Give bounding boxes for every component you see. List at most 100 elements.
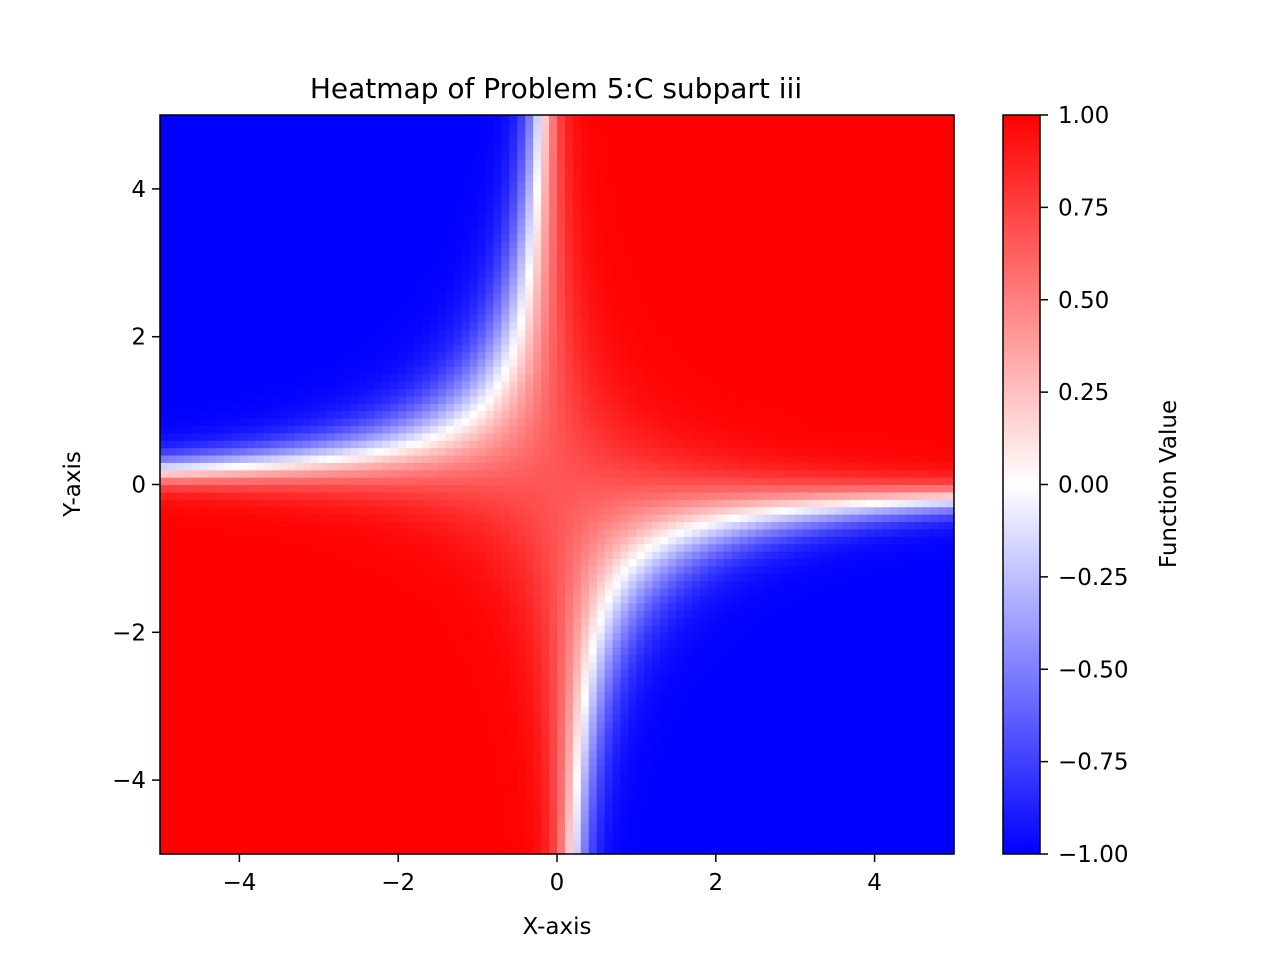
heatmap-cell (231, 469, 240, 478)
heatmap-cell (263, 647, 272, 656)
heatmap-cell (541, 255, 550, 264)
heatmap-cell (271, 802, 280, 811)
heatmap-cell (398, 351, 407, 360)
heatmap-cell (247, 809, 256, 818)
heatmap-cell (247, 624, 256, 633)
heatmap-cell (509, 824, 518, 833)
heatmap-cell (374, 484, 383, 493)
heatmap-cell (223, 654, 233, 663)
heatmap-cell (493, 573, 503, 582)
heatmap-cell (207, 174, 217, 183)
heatmap-cell (374, 632, 383, 641)
heatmap-cell (326, 292, 336, 301)
heatmap-cell (525, 381, 534, 390)
heatmap-cell (160, 469, 169, 478)
heatmap-cell (422, 462, 431, 471)
heatmap-cell (469, 225, 479, 234)
heatmap-cell (255, 144, 264, 153)
heatmap-cell (398, 772, 407, 781)
heatmap-cell (453, 388, 463, 397)
heatmap-cell (231, 669, 240, 678)
heatmap-cell (366, 514, 375, 523)
heatmap-cell (453, 225, 463, 234)
heatmap-cell (366, 824, 375, 833)
heatmap-cell (461, 824, 471, 833)
heatmap-cell (247, 595, 256, 604)
heatmap-cell (509, 358, 518, 367)
heatmap-cell (231, 698, 240, 707)
heatmap-cell (350, 203, 360, 212)
heatmap-cell (525, 817, 534, 826)
heatmap-cell (239, 255, 248, 264)
heatmap-cell (223, 240, 233, 249)
heatmap-cell (271, 203, 280, 212)
heatmap-cell (271, 846, 280, 855)
heatmap-cell (406, 491, 415, 500)
heatmap-cell (461, 794, 471, 803)
heatmap-cell (414, 794, 423, 803)
heatmap-cell (422, 336, 431, 345)
heatmap-cell (223, 447, 233, 456)
heatmap-cell (342, 824, 352, 833)
heatmap-cell (302, 624, 312, 633)
heatmap-cell (549, 706, 558, 715)
heatmap-cell (429, 632, 439, 641)
heatmap-cell (310, 580, 320, 589)
heatmap-cell (318, 351, 328, 360)
heatmap-cell (350, 166, 360, 175)
heatmap-cell (318, 425, 328, 434)
heatmap-cell (247, 831, 256, 840)
heatmap-cell (485, 403, 495, 412)
heatmap-cell (326, 321, 336, 330)
heatmap-cell (160, 757, 169, 766)
heatmap-cell (310, 713, 320, 722)
heatmap-cell (334, 373, 344, 382)
heatmap-cell (279, 691, 288, 700)
heatmap-cell (437, 617, 447, 626)
heatmap-cell (279, 757, 288, 766)
heatmap-cell (541, 794, 550, 803)
heatmap-cell (509, 817, 518, 826)
heatmap-cell (247, 558, 256, 567)
heatmap-cell (255, 432, 264, 441)
heatmap-cell (390, 151, 399, 160)
heatmap-cell (453, 137, 463, 146)
heatmap-cell (509, 491, 518, 500)
heatmap-cell (525, 558, 534, 567)
heatmap-cell (207, 270, 217, 279)
heatmap-cell (549, 203, 558, 212)
heatmap-cell (191, 499, 201, 508)
heatmap-cell (477, 336, 487, 345)
heatmap-cell (263, 129, 272, 138)
heatmap-cell (350, 551, 360, 559)
heatmap-cell (175, 432, 185, 441)
heatmap-cell (334, 432, 344, 441)
heatmap-cell (366, 809, 375, 818)
heatmap-cell (175, 403, 185, 412)
heatmap-cell (287, 329, 296, 338)
heatmap-cell (453, 684, 463, 693)
heatmap-cell (318, 521, 328, 530)
heatmap-cell (199, 144, 209, 153)
heatmap-cell (199, 432, 209, 441)
heatmap-cell (207, 794, 217, 803)
heatmap-cell (191, 255, 201, 264)
heatmap-cell (310, 469, 320, 478)
heatmap-cell (318, 787, 328, 796)
heatmap-cell (485, 743, 495, 752)
heatmap-cell (485, 373, 495, 382)
heatmap-cell (469, 366, 479, 375)
heatmap-cell (350, 757, 360, 766)
heatmap-cell (199, 395, 209, 404)
heatmap-cell (414, 351, 423, 360)
heatmap-cell (517, 528, 526, 537)
heatmap-cell (493, 462, 503, 471)
heatmap-cell (279, 240, 288, 249)
heatmap-cell (366, 551, 375, 559)
heatmap-cell (406, 129, 415, 138)
heatmap-cell (398, 551, 407, 559)
heatmap-cell (318, 122, 328, 131)
heatmap-cell (398, 454, 407, 463)
heatmap-cell (294, 802, 304, 811)
heatmap-cell (263, 388, 272, 397)
